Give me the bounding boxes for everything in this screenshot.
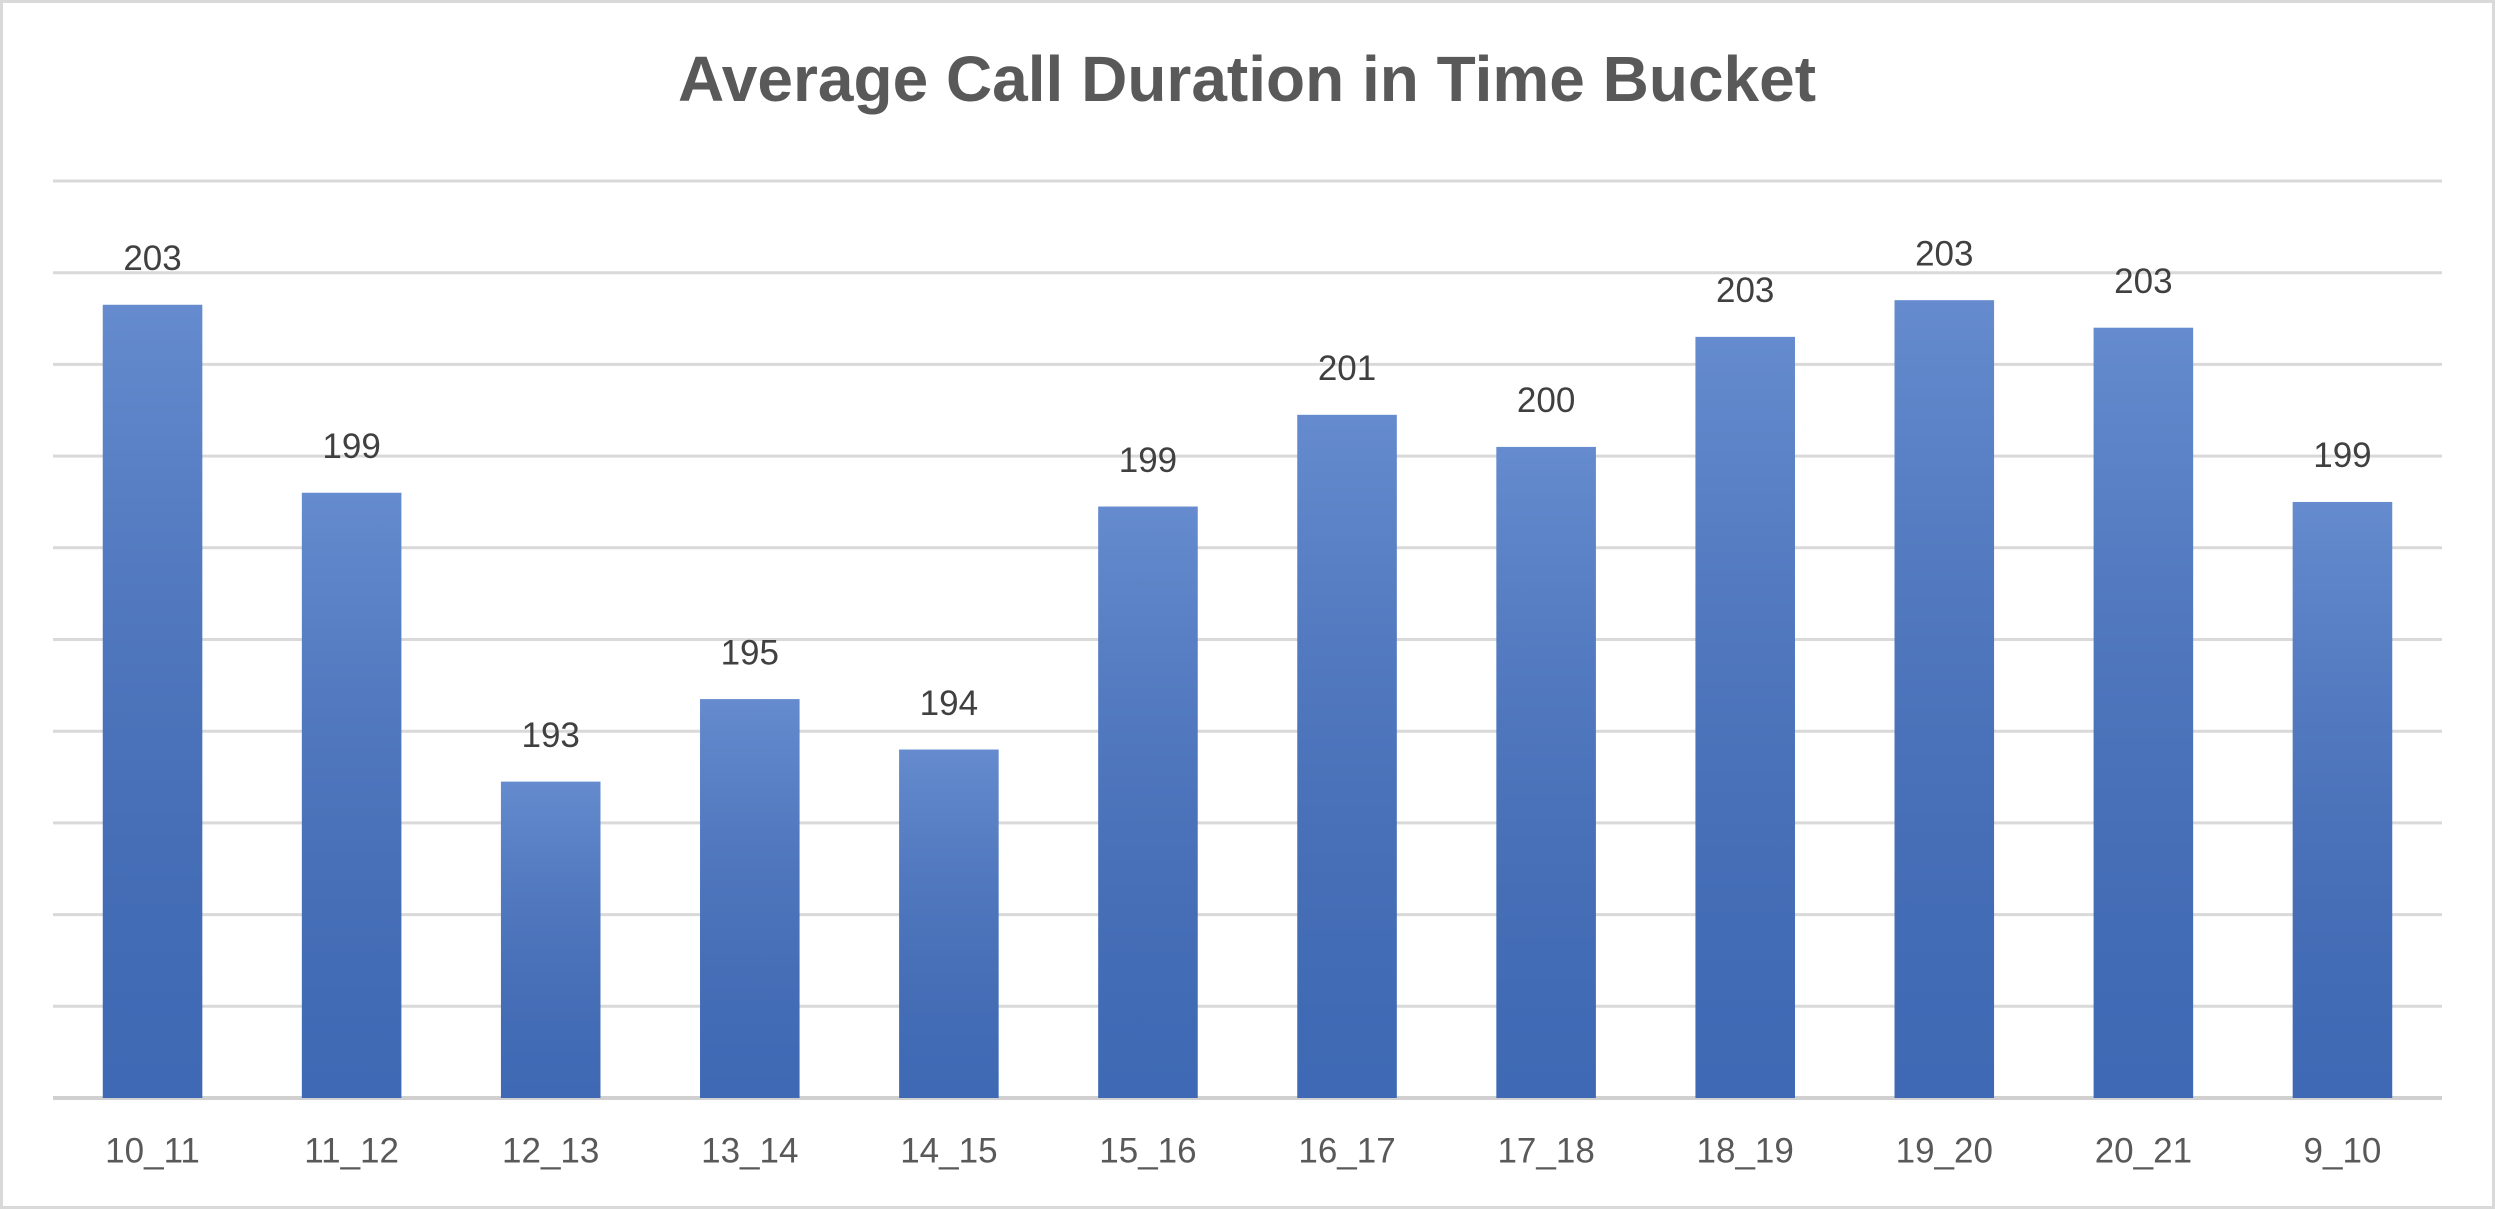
chart-title: Average Call Duration in Time Bucket xyxy=(678,43,1816,115)
data-label: 199 xyxy=(322,427,380,466)
bar xyxy=(2292,501,2393,1098)
bar xyxy=(1894,300,1995,1099)
bar xyxy=(1695,336,1795,1098)
x-tick-label: 19_20 xyxy=(1896,1131,1993,1170)
bar xyxy=(1297,414,1397,1099)
data-label: 199 xyxy=(2313,436,2371,475)
bar xyxy=(700,699,800,1098)
x-tick-label: 14_15 xyxy=(900,1131,997,1170)
x-tick-label: 18_19 xyxy=(1697,1131,1794,1170)
x-tick-label: 17_18 xyxy=(1497,1131,1594,1170)
x-tick-label: 20_21 xyxy=(2095,1131,2192,1170)
bar xyxy=(1496,446,1596,1098)
data-label: 193 xyxy=(522,716,580,755)
bar xyxy=(899,749,999,1098)
data-label: 203 xyxy=(2114,262,2172,301)
x-tick-label: 10_11 xyxy=(105,1131,200,1170)
x-tick-label: 15_16 xyxy=(1099,1131,1196,1170)
x-tick-label: 12_13 xyxy=(502,1131,599,1170)
x-tick-label: 16_17 xyxy=(1298,1131,1395,1170)
data-label: 195 xyxy=(721,633,779,672)
data-label: 200 xyxy=(1517,381,1575,420)
data-label: 203 xyxy=(123,239,181,278)
x-tick-label: 13_14 xyxy=(701,1131,798,1170)
bar xyxy=(1098,506,1198,1098)
bar xyxy=(2093,327,2194,1099)
bar xyxy=(102,304,203,1098)
data-label: 203 xyxy=(1716,271,1774,310)
x-tick-label: 9_10 xyxy=(2304,1131,2382,1170)
bar xyxy=(301,492,402,1098)
data-label: 199 xyxy=(1119,441,1177,480)
bar xyxy=(500,781,601,1098)
data-label: 201 xyxy=(1318,349,1376,388)
data-label: 194 xyxy=(920,684,978,723)
x-tick-label: 11_12 xyxy=(304,1131,399,1170)
data-label: 203 xyxy=(1915,234,1973,273)
